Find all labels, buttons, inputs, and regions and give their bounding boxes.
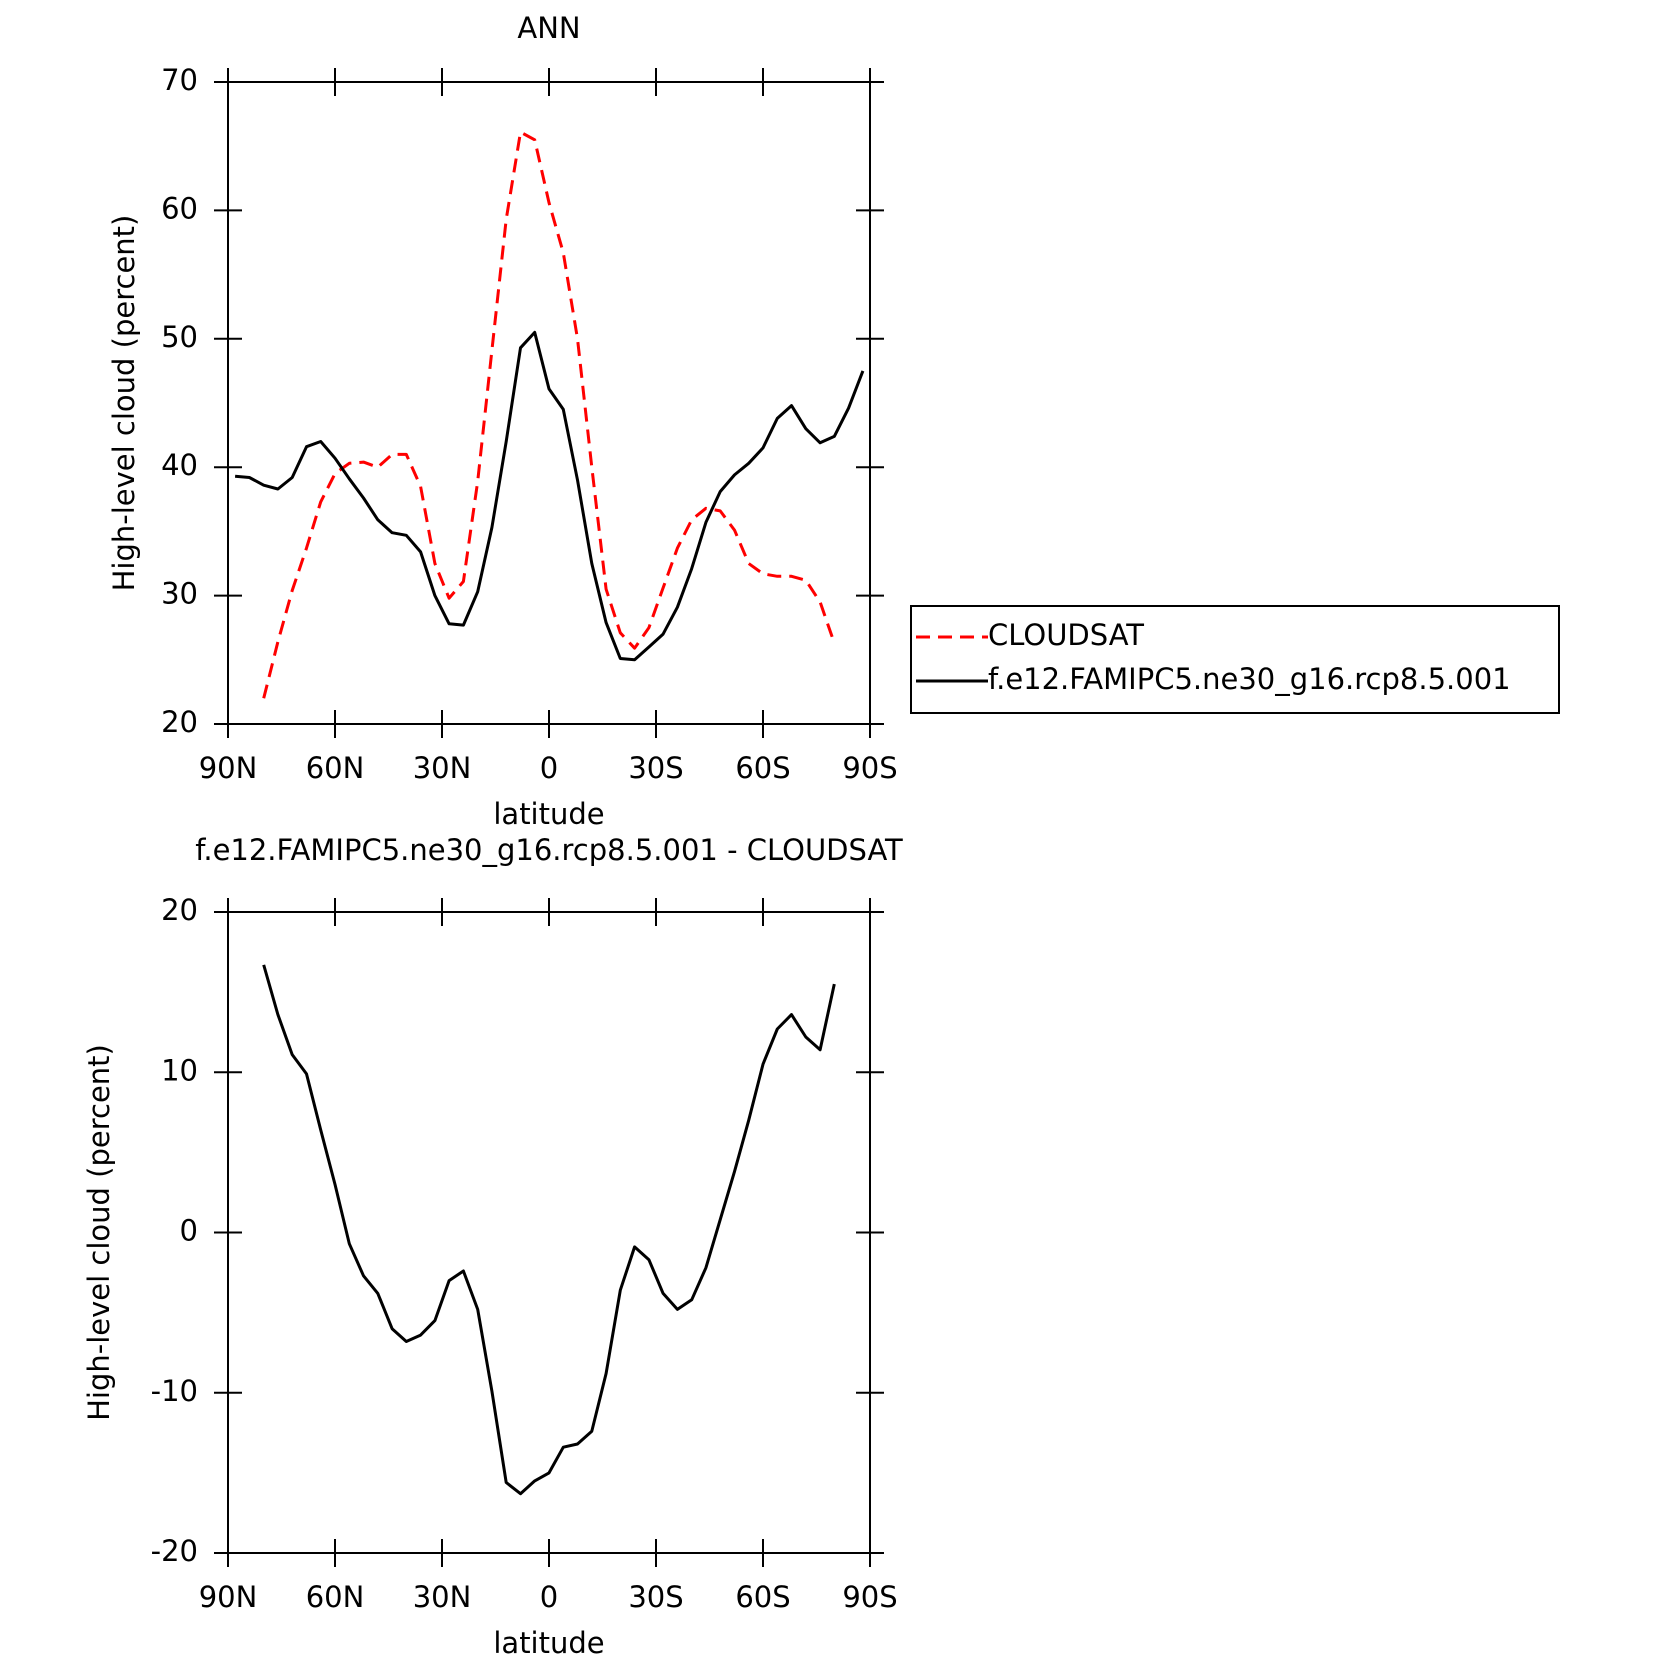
y-tick-label: 20	[161, 705, 198, 739]
y-tick-label: 0	[180, 1214, 198, 1248]
y-tick-label: 40	[161, 448, 198, 482]
x-tick-label: 30S	[628, 751, 683, 785]
x-tick-label: 60S	[735, 751, 790, 785]
x-tick-label: 30N	[413, 1580, 472, 1614]
x-tick-label: 90S	[842, 1580, 897, 1614]
x-axis-label: latitude	[493, 797, 604, 831]
x-tick-label: 90N	[199, 751, 258, 785]
y-axis-label: High-level cloud (percent)	[107, 215, 141, 592]
x-tick-label: 30N	[413, 751, 472, 785]
series-line	[262, 130, 836, 699]
x-tick-label: 60N	[306, 751, 365, 785]
x-tick-label: 0	[540, 751, 558, 785]
x-tick-label: 90S	[842, 751, 897, 785]
chart-title: ANN	[517, 11, 580, 45]
x-tick-label: 30S	[628, 1580, 683, 1614]
legend-label: CLOUDSAT	[988, 618, 1144, 652]
plot-frame	[227, 911, 871, 1554]
y-tick-label: 50	[161, 320, 198, 354]
plot-frame	[227, 81, 871, 725]
y-tick-label: 20	[161, 893, 198, 927]
x-axis-label: latitude	[493, 1626, 604, 1660]
y-tick-label: 30	[161, 577, 198, 611]
chart-title: f.e12.FAMIPC5.ne30_g16.rcp8.5.001 - CLOU…	[195, 833, 903, 867]
y-tick-label: 60	[161, 191, 198, 225]
legend-label: f.e12.FAMIPC5.ne30_g16.rcp8.5.001	[988, 662, 1511, 696]
x-tick-label: 60S	[735, 1580, 790, 1614]
series-line	[262, 964, 836, 1496]
x-tick-label: 0	[540, 1580, 558, 1614]
y-tick-label: -10	[151, 1374, 198, 1408]
x-tick-label: 90N	[199, 1580, 258, 1614]
legend-box	[910, 605, 1560, 714]
y-tick-label: 10	[161, 1053, 198, 1087]
x-tick-label: 60N	[306, 1580, 365, 1614]
series-line	[234, 330, 865, 662]
y-tick-label: -20	[151, 1534, 198, 1568]
y-axis-label: High-level cloud (percent)	[82, 1044, 116, 1421]
y-tick-label: 70	[161, 63, 198, 97]
